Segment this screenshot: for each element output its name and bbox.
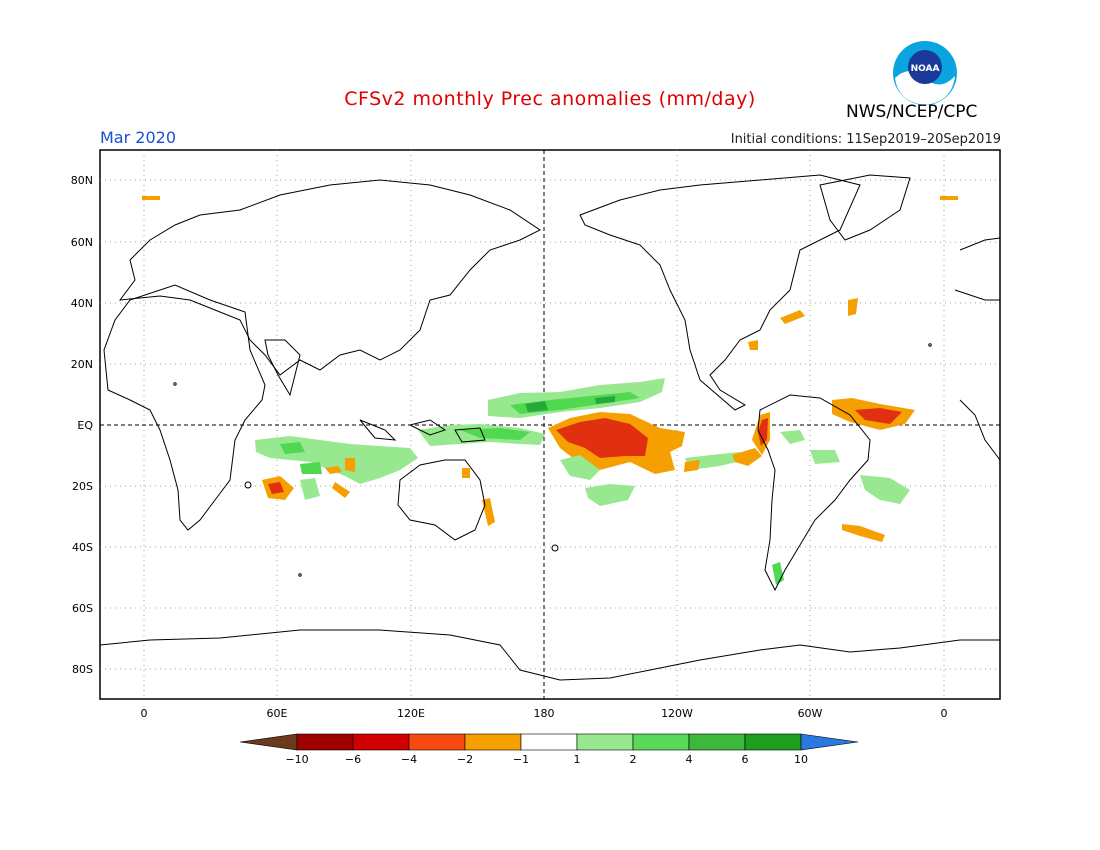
lon-label: 120W: [661, 707, 693, 720]
lat-label: 40S: [72, 541, 93, 554]
coastlines: [99, 174, 1001, 681]
anomaly-shading: [142, 196, 958, 585]
lon-label: 60W: [798, 707, 823, 720]
colorbar-bin: [688, 733, 746, 751]
colorbar-label: −6: [345, 753, 361, 766]
dry-anomaly-australia-east: [462, 468, 495, 526]
wet-anomaly-maritime-core: [460, 428, 530, 440]
colorbar-bin: [744, 733, 802, 751]
colorbar-bin: [296, 733, 354, 751]
colorbar-label: −2: [457, 753, 473, 766]
lat-label: 20N: [71, 358, 93, 371]
colorbar-label: 1: [574, 753, 581, 766]
lon-label: 60E: [267, 707, 288, 720]
dry-anomaly-tropical-atlantic-core: [855, 408, 902, 424]
wet-anomaly-south-indian: [300, 478, 320, 500]
lat-label: EQ: [77, 419, 93, 432]
dry-anomaly-madagascar-core: [268, 482, 284, 494]
dry-anomaly-peru-core: [758, 418, 768, 446]
colorbar-bin: [576, 733, 634, 751]
colorbar-low-arrow: [239, 733, 298, 751]
wet-anomaly-spcz: [560, 455, 635, 506]
colorbar-bin: [464, 733, 522, 751]
wet-anomaly-east-pacific: [685, 452, 745, 470]
wet-anomaly-patagonia: [772, 562, 784, 585]
colorbar-label: 4: [686, 753, 693, 766]
colorbar-labels: −10 −6 −4 −2 −1 1 2 4 6 10: [285, 753, 808, 766]
lat-label: 80N: [71, 174, 93, 187]
colorbar-bin: [632, 733, 690, 751]
lat-label: 60S: [72, 602, 93, 615]
lon-label: 0: [141, 707, 148, 720]
dry-anomaly-caribbean: [748, 340, 758, 350]
map-title: CFSv2 monthly Prec anomalies (mm/day): [344, 88, 756, 110]
colorbar: [239, 733, 859, 751]
lat-label: 60N: [71, 236, 93, 249]
wet-anomaly-indian-ocean-core: [280, 442, 322, 474]
lat-label: 80S: [72, 663, 93, 676]
lat-label: 40N: [71, 297, 93, 310]
lat-label: 20S: [72, 480, 93, 493]
lat-gridlines: [100, 179, 1000, 670]
colorbar-high-arrow: [800, 733, 859, 751]
colorbar-bin: [352, 733, 410, 751]
colorbar-label: −1: [513, 753, 529, 766]
lon-labels: 0 60E 120E 180 120W 60W 0: [141, 707, 948, 720]
colorbar-label: 6: [742, 753, 749, 766]
wet-anomaly-brazil: [780, 430, 910, 504]
dry-anomaly-east-pacific: [684, 448, 762, 472]
lon-label: 180: [534, 707, 555, 720]
wet-anomaly-north-pacific-strong: [525, 396, 615, 412]
colorbar-label: 10: [794, 753, 808, 766]
lat-labels: 80N 60N 40N 20N EQ 20S 40S 60S 80S: [71, 174, 94, 676]
map-area: [99, 149, 1001, 700]
colorbar-label: −10: [285, 753, 308, 766]
colorbar-label: −4: [401, 753, 417, 766]
colorbar-bin: [520, 733, 578, 751]
dry-anomaly-indian-streaks: [325, 458, 355, 498]
dry-anomaly-central-pacific-core: [556, 418, 648, 458]
forecast-month: Mar 2020: [100, 128, 176, 147]
dry-anomaly-north-atlantic: [780, 298, 858, 324]
lon-label: 0: [941, 707, 948, 720]
dry-anomaly-south-atlantic: [842, 524, 885, 542]
noaa-logo-icon: NOAA: [893, 41, 957, 105]
lon-label: 120E: [397, 707, 425, 720]
noaa-logo-text: NOAA: [911, 64, 940, 74]
agency-label: NWS/NCEP/CPC: [846, 102, 978, 122]
colorbar-bin: [408, 733, 466, 751]
colorbar-label: 2: [630, 753, 637, 766]
initial-conditions: Initial conditions: 11Sep2019–20Sep2019: [730, 132, 1001, 147]
